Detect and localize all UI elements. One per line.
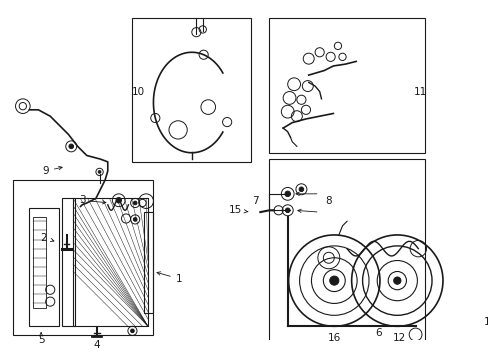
Text: 2: 2 [41,233,54,243]
Text: 9: 9 [42,166,62,176]
Bar [269,18,424,153]
Text: 6: 6 [375,328,382,338]
Text: 15: 15 [228,205,247,215]
Text: 1: 1 [157,272,182,284]
Text: 7: 7 [252,196,259,206]
Text: 4: 4 [93,339,100,350]
Bar [73,198,148,326]
Bar [29,208,59,326]
Text: 13: 13 [483,317,488,327]
Bar [144,212,153,312]
Circle shape [285,191,290,197]
Text: 12: 12 [392,333,405,343]
Circle shape [285,208,289,212]
Bar [269,159,424,351]
Circle shape [329,276,338,285]
Text: 10: 10 [132,86,145,96]
Circle shape [133,217,137,221]
Bar [62,198,75,326]
Text: 16: 16 [327,333,340,343]
Circle shape [130,329,134,333]
Text: 11: 11 [413,86,426,96]
Text: 14: 14 [0,359,1,360]
Circle shape [393,277,400,284]
Circle shape [69,144,73,149]
Text: 8: 8 [325,196,331,206]
Bar [33,217,45,308]
Text: 3: 3 [79,195,106,205]
Bar [13,180,153,336]
Bar [132,18,251,162]
Circle shape [116,198,121,203]
Circle shape [133,201,137,205]
Text: 5: 5 [38,335,44,345]
Circle shape [98,171,101,173]
Circle shape [299,187,303,192]
